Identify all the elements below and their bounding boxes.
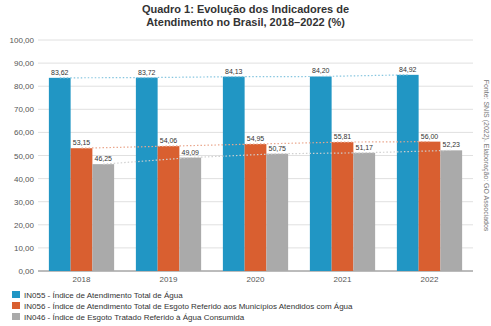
bar	[223, 77, 245, 271]
y-tick-label: 80,00	[14, 82, 35, 91]
legend-swatch	[12, 313, 20, 320]
legend-entry: IN046 - Índice de Esgoto Tratado Referid…	[24, 313, 245, 322]
data-label: 84,20	[312, 67, 330, 74]
y-tick-label: 20,00	[14, 221, 35, 230]
y-tick-label: 40,00	[14, 175, 35, 184]
bar	[440, 150, 462, 271]
data-label: 53,15	[73, 139, 91, 146]
plot-area	[49, 75, 462, 271]
trend-line	[82, 142, 430, 149]
annotation: Fonte: SNIS (2022). Elaboração: GO Assoc…	[482, 80, 490, 232]
y-tick-label: 100,00	[10, 36, 35, 45]
data-label: 84,13	[225, 68, 243, 75]
bar	[245, 144, 267, 271]
bar	[136, 78, 158, 271]
y-tick-label: 70,00	[14, 105, 35, 114]
bar	[92, 164, 114, 271]
trend-line	[103, 150, 451, 164]
y-tick-label: 0,00	[18, 267, 34, 276]
data-label: 83,72	[138, 69, 156, 76]
data-label: 50,75	[268, 145, 286, 152]
data-label: 84,92	[399, 66, 417, 73]
bar	[71, 148, 93, 271]
y-tick-label: 90,00	[14, 59, 35, 68]
data-label: 83,62	[51, 69, 69, 76]
y-tick-label: 50,00	[14, 152, 35, 161]
data-label: 49,09	[181, 149, 199, 156]
x-tick-label: 2018	[73, 275, 91, 284]
data-label: 56,00	[421, 133, 439, 140]
y-tick-label: 30,00	[14, 198, 35, 207]
legend-entry: IN056 - Índice de Atendimento Total de E…	[24, 302, 353, 311]
x-tick-label: 2020	[247, 275, 265, 284]
data-label: 55,81	[334, 133, 352, 140]
bar	[353, 153, 375, 271]
chart: Quadro 1: Evolução dos Indicadores deAte…	[0, 0, 491, 326]
title-line: Atendimento no Brasil, 2018–2022 (%)	[146, 16, 345, 28]
bar	[419, 142, 441, 271]
grid-line	[38, 40, 473, 41]
bar	[49, 78, 71, 271]
x-tick-label: 2022	[421, 275, 439, 284]
x-tick-label: 2019	[160, 275, 178, 284]
bar	[332, 142, 354, 271]
title: Quadro 1: Evolução dos Indicadores deAte…	[142, 3, 349, 28]
data-label: 46,25	[94, 155, 112, 162]
y-tick-label: 60,00	[14, 128, 35, 137]
data-label: 54,06	[160, 137, 178, 144]
legend-swatch	[12, 302, 20, 309]
bar	[266, 154, 288, 271]
bar	[179, 158, 201, 271]
bar	[158, 146, 180, 271]
bar	[310, 76, 332, 271]
data-label: 54,95	[247, 135, 265, 142]
title-line: Quadro 1: Evolução dos Indicadores de	[142, 3, 349, 15]
legend-entry: IN055 - Índice de Atendimento Total de Á…	[24, 291, 183, 300]
grid-line	[38, 63, 473, 64]
bar	[397, 75, 419, 271]
legend-swatch	[12, 291, 20, 298]
trend-line	[60, 75, 408, 78]
x-tick-label: 2021	[334, 275, 352, 284]
data-label: 52,23	[442, 141, 460, 148]
data-label: 51,17	[355, 144, 373, 151]
y-tick-label: 10,00	[14, 244, 35, 253]
